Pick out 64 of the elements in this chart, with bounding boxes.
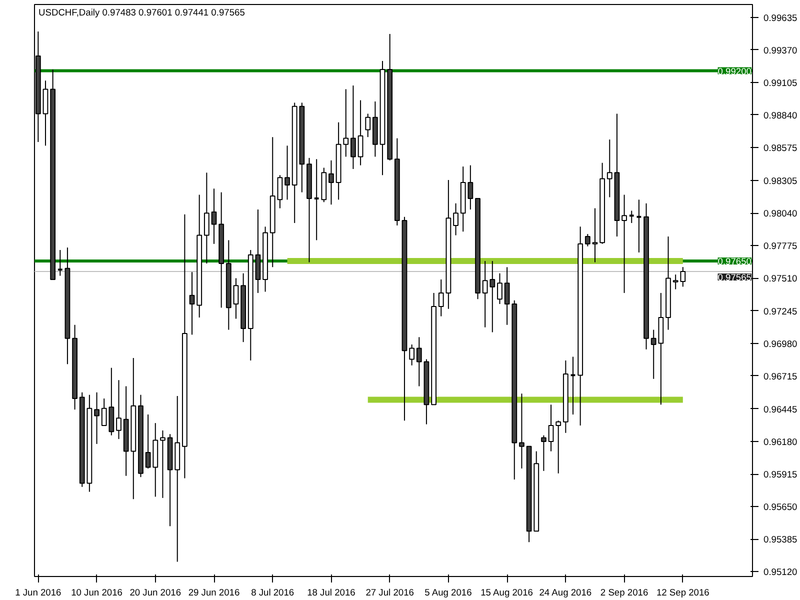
ref-line-label: 0.97565 — [718, 272, 752, 282]
candlestick — [116, 380, 122, 440]
candlestick — [548, 404, 554, 452]
candlestick — [556, 420, 562, 474]
candlestick — [584, 234, 590, 247]
x-tick-label: 20 Jun 2016 — [130, 588, 182, 598]
candlestick — [233, 278, 239, 320]
candlestick — [189, 272, 195, 336]
y-tick-label: 0.95915 — [764, 470, 798, 480]
candlestick — [284, 145, 290, 200]
candlestick — [409, 344, 415, 366]
x-tick-label: 29 Jun 2016 — [188, 588, 240, 598]
y-tick-label: 0.97510 — [764, 274, 798, 284]
y-tick-label: 0.96180 — [764, 436, 798, 447]
y-tick-label: 0.96980 — [764, 338, 798, 349]
candlestick — [636, 199, 642, 253]
candlestick — [350, 85, 356, 170]
y-tick-label: 0.97245 — [764, 306, 798, 316]
candlestick — [160, 430, 166, 498]
y-tick-label: 0.97775 — [764, 241, 798, 252]
ref-line-label: 0.99200 — [718, 66, 752, 76]
candlestick — [416, 336, 422, 387]
y-tick-label: 0.95120 — [764, 567, 798, 578]
y-tick-label: 0.98040 — [764, 208, 798, 219]
candlestick — [438, 278, 444, 317]
y-tick-label: 0.98575 — [764, 143, 798, 153]
x-tick-label: 27 Jul 2016 — [366, 588, 414, 598]
candlestick — [365, 113, 371, 138]
candlestick — [592, 208, 598, 263]
candlestick — [453, 202, 458, 236]
y-tick-label: 0.98840 — [764, 110, 798, 120]
candlestick — [94, 392, 100, 444]
candlestick — [570, 356, 576, 415]
x-tick-label: 1 Jun 2016 — [15, 588, 62, 598]
candlestick — [358, 100, 364, 166]
x-tick-label: 2 Sep 2016 — [600, 588, 648, 598]
ref-line-label: 0.97650 — [718, 256, 752, 267]
y-tick-label: 0.99105 — [764, 78, 798, 88]
y-tick-label: 0.99635 — [764, 12, 798, 23]
candlestick — [497, 272, 502, 304]
candlestick — [606, 139, 612, 198]
chart-title: USDCHF,Daily 0.97483 0.97601 0.97441 0.97565 — [38, 8, 245, 18]
x-tick-label: 5 Aug 2016 — [424, 588, 472, 598]
x-tick-label: 15 Aug 2016 — [480, 588, 534, 598]
candlestick — [204, 172, 210, 264]
candlestick — [519, 393, 524, 469]
x-tick-label: 12 Sep 2016 — [656, 588, 710, 598]
candlestick — [343, 88, 349, 158]
y-tick-label: 0.96715 — [764, 371, 798, 382]
candlestick — [540, 434, 546, 472]
y-tick-label: 0.96445 — [764, 404, 798, 414]
y-tick-label: 0.99370 — [764, 45, 798, 56]
candlestick — [622, 194, 627, 294]
candlestick — [313, 158, 320, 241]
candlestick — [328, 160, 334, 206]
y-tick-label: 0.98305 — [764, 176, 798, 186]
candlestick — [504, 266, 510, 326]
x-tick-label: 24 Aug 2016 — [539, 588, 592, 598]
x-tick-label: 8 Jul 2016 — [251, 588, 294, 598]
y-tick-label: 0.95385 — [764, 534, 798, 545]
x-tick-label: 18 Jul 2016 — [307, 588, 356, 598]
x-tick-label: 10 Jun 2016 — [71, 588, 122, 598]
y-tick-label: 0.95650 — [764, 502, 798, 512]
candlestick — [211, 188, 217, 244]
